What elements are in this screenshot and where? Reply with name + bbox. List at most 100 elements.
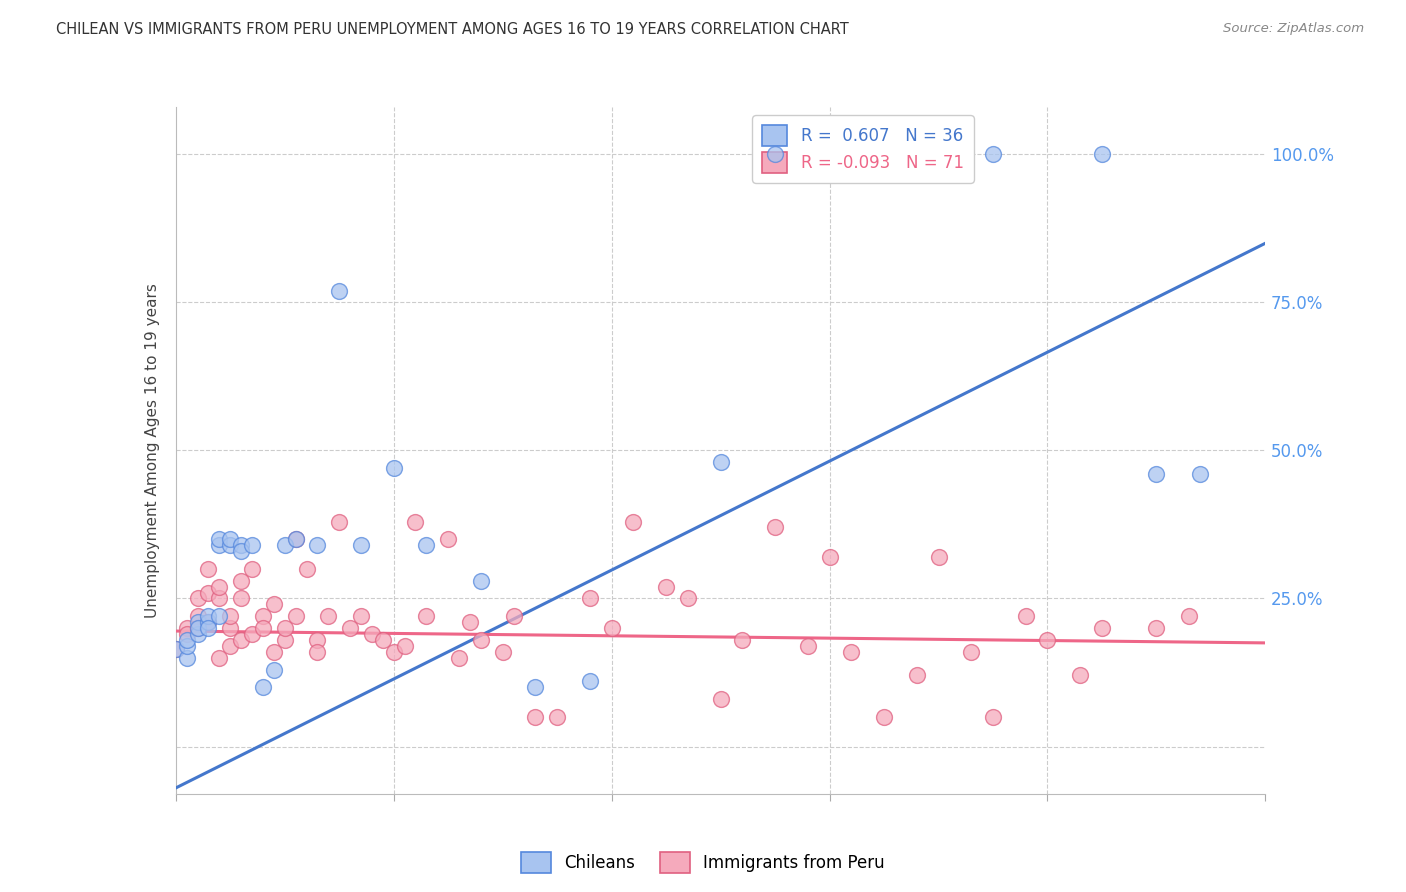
Point	[458, 615, 481, 630]
Point	[1178, 609, 1201, 624]
Point	[415, 609, 437, 624]
Point	[231, 591, 253, 606]
Point	[208, 533, 231, 547]
Point	[263, 645, 285, 659]
Legend: R =  0.607   N = 36, R = -0.093   N = 71: R = 0.607 N = 36, R = -0.093 N = 71	[752, 115, 974, 183]
Point	[176, 627, 198, 641]
Point	[405, 515, 427, 529]
Point	[219, 538, 242, 552]
Point	[382, 645, 405, 659]
Point	[284, 609, 307, 624]
Point	[274, 632, 297, 647]
Point	[208, 591, 231, 606]
Point	[176, 632, 198, 647]
Point	[186, 627, 209, 641]
Point	[231, 632, 253, 647]
Point	[307, 538, 329, 552]
Point	[231, 574, 253, 588]
Point	[240, 538, 263, 552]
Point	[763, 147, 786, 161]
Point	[176, 650, 198, 665]
Point	[240, 562, 263, 576]
Point	[818, 549, 841, 564]
Point	[546, 710, 568, 724]
Legend: Chileans, Immigrants from Peru: Chileans, Immigrants from Peru	[515, 846, 891, 880]
Point	[492, 645, 515, 659]
Point	[710, 692, 733, 706]
Point	[328, 515, 350, 529]
Point	[197, 621, 219, 635]
Point	[284, 533, 307, 547]
Point	[165, 641, 187, 656]
Text: CHILEAN VS IMMIGRANTS FROM PERU UNEMPLOYMENT AMONG AGES 16 TO 19 YEARS CORRELATI: CHILEAN VS IMMIGRANTS FROM PERU UNEMPLOY…	[56, 22, 849, 37]
Point	[274, 621, 297, 635]
Point	[186, 621, 209, 635]
Point	[176, 639, 198, 653]
Point	[318, 609, 340, 624]
Y-axis label: Unemployment Among Ages 16 to 19 years: Unemployment Among Ages 16 to 19 years	[145, 283, 160, 618]
Point	[197, 585, 219, 599]
Point	[328, 284, 350, 298]
Point	[197, 609, 219, 624]
Point	[165, 641, 187, 656]
Point	[731, 632, 754, 647]
Point	[219, 621, 242, 635]
Point	[841, 645, 863, 659]
Point	[263, 598, 285, 612]
Point	[960, 645, 983, 659]
Point	[208, 650, 231, 665]
Point	[186, 609, 209, 624]
Point	[197, 562, 219, 576]
Point	[252, 621, 274, 635]
Point	[470, 632, 492, 647]
Point	[1144, 467, 1167, 482]
Point	[240, 627, 263, 641]
Point	[208, 538, 231, 552]
Point	[371, 632, 394, 647]
Point	[307, 645, 329, 659]
Point	[350, 609, 373, 624]
Point	[197, 615, 219, 630]
Point	[524, 681, 547, 695]
Point	[1015, 609, 1038, 624]
Point	[579, 591, 602, 606]
Point	[676, 591, 699, 606]
Point	[382, 461, 405, 475]
Point	[710, 455, 733, 469]
Point	[797, 639, 820, 653]
Point	[502, 609, 524, 624]
Point	[186, 615, 209, 630]
Point	[981, 147, 1004, 161]
Point	[655, 580, 678, 594]
Point	[263, 663, 285, 677]
Point	[360, 627, 382, 641]
Point	[186, 591, 209, 606]
Point	[1069, 668, 1091, 682]
Point	[415, 538, 437, 552]
Point	[1144, 621, 1167, 635]
Point	[600, 621, 623, 635]
Point	[219, 609, 242, 624]
Point	[1036, 632, 1059, 647]
Point	[252, 681, 274, 695]
Point	[873, 710, 896, 724]
Point	[208, 609, 231, 624]
Point	[252, 609, 274, 624]
Point	[284, 533, 307, 547]
Point	[524, 710, 547, 724]
Point	[1091, 147, 1114, 161]
Point	[219, 533, 242, 547]
Point	[928, 549, 950, 564]
Point	[447, 650, 470, 665]
Point	[350, 538, 373, 552]
Point	[1189, 467, 1212, 482]
Point	[621, 515, 644, 529]
Point	[437, 533, 460, 547]
Point	[579, 674, 602, 689]
Point	[981, 710, 1004, 724]
Text: Source: ZipAtlas.com: Source: ZipAtlas.com	[1223, 22, 1364, 36]
Point	[470, 574, 492, 588]
Point	[274, 538, 297, 552]
Point	[231, 538, 253, 552]
Point	[197, 615, 219, 630]
